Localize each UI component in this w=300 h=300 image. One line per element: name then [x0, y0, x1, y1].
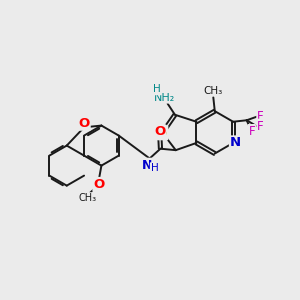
Text: CH₃: CH₃: [204, 85, 223, 95]
Text: F: F: [248, 125, 255, 138]
Text: N: N: [142, 159, 153, 172]
Text: CH₃: CH₃: [78, 193, 96, 203]
Text: S: S: [158, 126, 167, 139]
Text: H: H: [151, 163, 158, 173]
Text: F: F: [257, 110, 264, 123]
Text: N: N: [230, 136, 241, 149]
Text: NH₂: NH₂: [154, 93, 175, 103]
Text: O: O: [154, 125, 166, 138]
Text: H: H: [153, 84, 161, 94]
Text: O: O: [93, 178, 105, 191]
Text: O: O: [79, 117, 90, 130]
Text: F: F: [257, 120, 264, 133]
